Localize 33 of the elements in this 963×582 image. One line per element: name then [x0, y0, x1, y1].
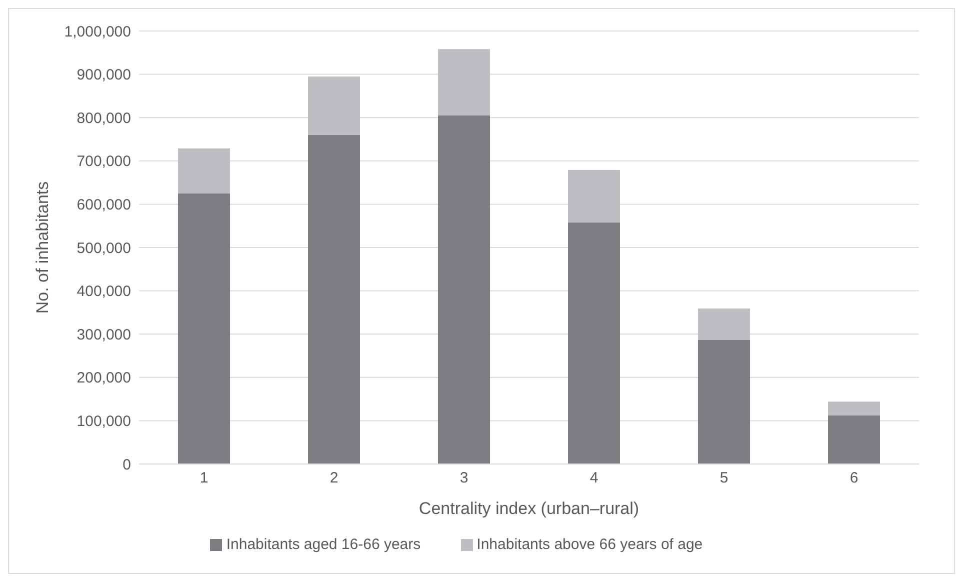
y-tick-label: 300,000	[76, 326, 131, 344]
y-tick-label: 800,000	[76, 110, 131, 127]
bar	[698, 308, 750, 340]
x-tick-label: 2	[330, 470, 338, 487]
y-tick-label: 900,000	[76, 66, 131, 84]
x-tick-label: 4	[590, 470, 598, 487]
bar	[178, 193, 230, 464]
y-tick-label: 100,000	[76, 413, 131, 430]
bar	[828, 402, 880, 416]
bar	[178, 148, 230, 194]
y-tick-label: 600,000	[76, 196, 131, 214]
bar	[698, 340, 750, 464]
x-tick-label: 5	[720, 470, 728, 487]
y-tick-label: 500,000	[76, 240, 131, 257]
bar	[438, 115, 490, 464]
x-axis-title: Centrality index (urban–rural)	[418, 499, 640, 518]
x-tick-label: 6	[850, 470, 858, 487]
y-tick-label: 200,000	[76, 370, 131, 387]
x-tick-label: 3	[460, 470, 468, 487]
y-tick-label: 1,000,000	[64, 23, 131, 40]
bar	[828, 416, 880, 464]
bar	[568, 222, 620, 464]
y-axis-title: No. of inhabitants	[33, 181, 52, 314]
x-tick-label: 1	[200, 470, 208, 487]
bar	[568, 170, 620, 222]
y-tick-label: 0	[122, 456, 131, 474]
y-tick-label: 400,000	[76, 283, 131, 300]
legend-label: Inhabitants aged 16-66 years	[226, 536, 421, 553]
bar	[308, 134, 360, 464]
bar	[438, 49, 490, 116]
bar	[308, 76, 360, 135]
legend-label: Inhabitants above 66 years of age	[476, 536, 703, 553]
y-tick-label: 700,000	[76, 153, 131, 170]
